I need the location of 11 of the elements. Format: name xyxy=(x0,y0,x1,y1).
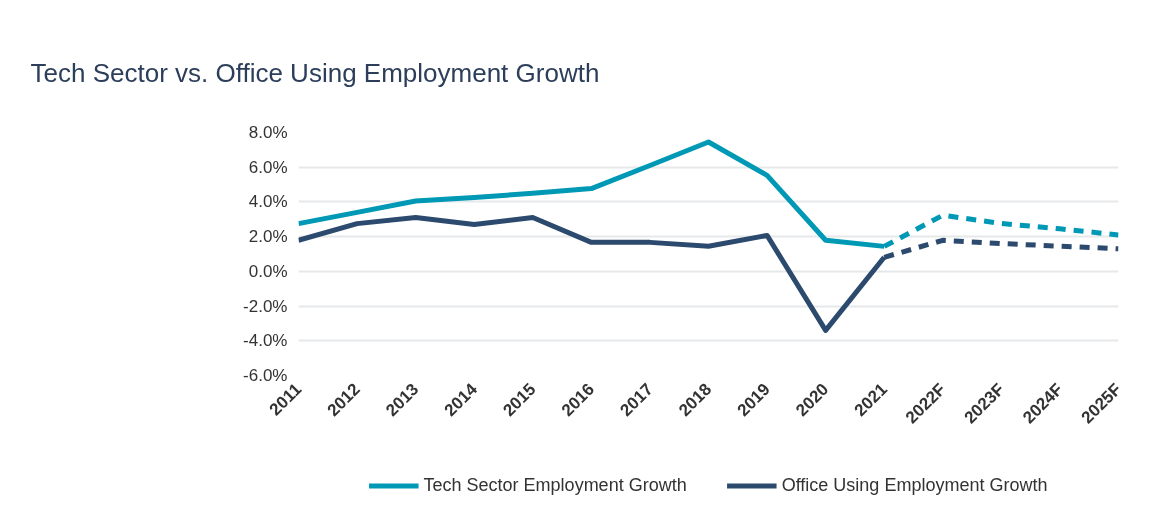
y-tick-label: -6.0% xyxy=(243,366,288,385)
y-tick-label: 4.0% xyxy=(248,192,288,212)
y-tick-label: 6.0% xyxy=(248,157,288,177)
y-tick-label: 0.0% xyxy=(248,261,288,281)
chart-title: Tech Sector vs. Office Using Employment Growth xyxy=(30,57,600,88)
y-tick-label: -2.0% xyxy=(243,296,288,316)
legend-label: Tech Sector Employment Growth xyxy=(423,474,687,496)
y-tick-label: -4.0% xyxy=(243,331,288,351)
y-tick-label: 8.0% xyxy=(248,123,288,142)
legend-label: Office Using Employment Growth xyxy=(781,474,1048,496)
y-tick-label: 2.0% xyxy=(248,227,288,247)
